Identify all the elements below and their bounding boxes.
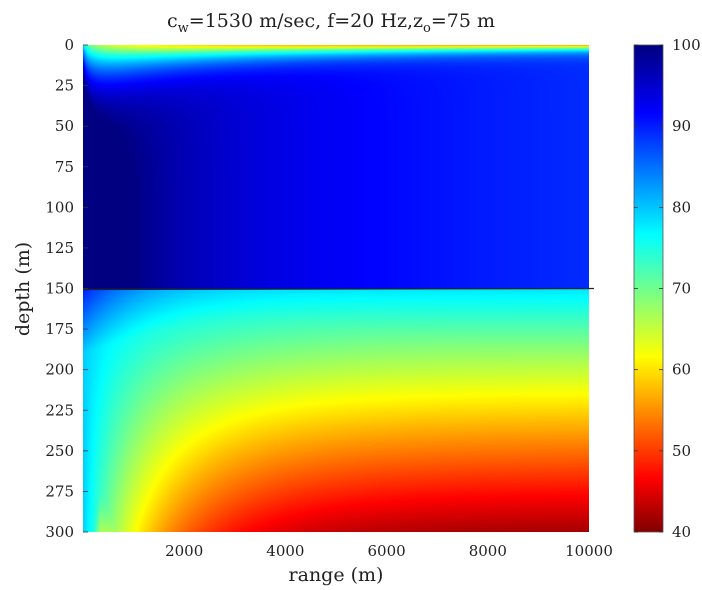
x-tick-label: 6000 [368,542,406,560]
y-tick-label: 150 [45,280,74,298]
y-tick-label: 175 [45,320,74,338]
y-tick-label: 0 [64,36,74,54]
y-tick-label: 225 [45,401,74,419]
chart-title: cw=1530 m/sec, f=20 Hz,zo=75 m [167,10,495,36]
y-tick-label: 100 [45,198,74,216]
y-tick-label: 250 [45,442,74,460]
x-axis-ticks: 2000 4000 6000 8000 10000 [165,542,613,560]
x-tick-label: 4000 [266,542,304,560]
x-tick-label: 8000 [469,542,507,560]
x-axis-label: range (m) [289,564,384,586]
colorbar-tick-label: 50 [672,442,691,460]
y-tick-label: 50 [55,117,74,135]
colorbar-tick-label: 60 [672,361,691,379]
y-axis-label: depth (m) [12,242,34,336]
x-tick-label: 2000 [165,542,203,560]
interface-line [82,287,595,291]
y-tick-label: 75 [55,158,74,176]
y-tick-label: 300 [45,523,74,541]
x-tick-label: 10000 [565,542,613,560]
colorbar-ticks: 40 50 60 70 80 90 100 [634,36,701,541]
y-tick-label: 275 [45,482,74,500]
y-axis-ticks: 0 25 50 75 100 125 150 175 200 225 250 275 300 [45,36,88,541]
colorbar-tick-label: 90 [672,117,691,135]
colorbar-tick-label: 80 [672,198,691,216]
colorbar [633,44,664,533]
y-tick-label: 200 [45,361,74,379]
colorbar-tick-label: 40 [672,523,691,541]
y-tick-label: 125 [45,239,74,257]
colorbar-tick-label: 100 [672,36,701,54]
colorbar-tick-label: 70 [672,280,691,298]
y-tick-label: 25 [55,77,74,95]
